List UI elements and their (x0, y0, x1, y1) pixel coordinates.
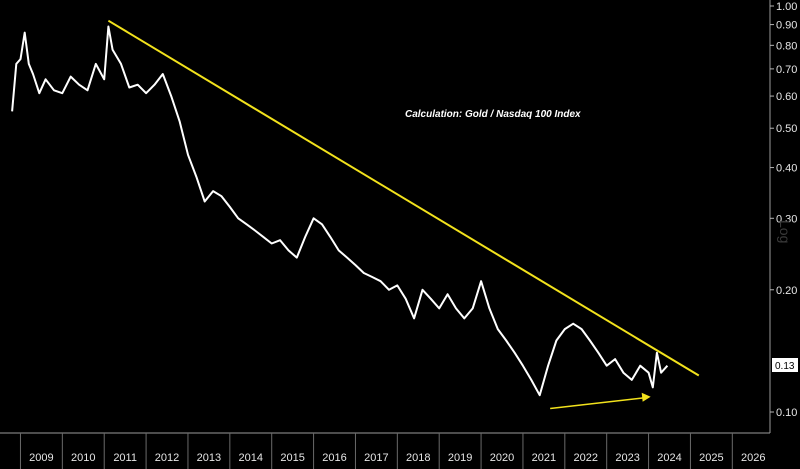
y-tick-label: 0.40 (776, 163, 797, 175)
x-tick-label: 2018 (406, 452, 430, 464)
x-tick-label: 2020 (490, 452, 514, 464)
x-tick-label: 2011 (113, 452, 137, 464)
x-tick-label: 2009 (29, 452, 53, 464)
y-tick-label: 0.30 (776, 213, 797, 225)
x-tick-label: 2019 (448, 452, 472, 464)
x-tick-label: 2024 (657, 452, 681, 464)
series-layer (11, 25, 669, 397)
arrow-shaft (550, 397, 645, 410)
x-tick-label: 2026 (741, 452, 765, 464)
last-value-badge: 0.13 (772, 358, 798, 372)
x-tick-label: 2015 (280, 452, 304, 464)
x-tick-label: 2013 (197, 452, 221, 464)
x-tick-label: 2021 (532, 452, 556, 464)
trendline (107, 19, 700, 377)
y-tick-label: 0.90 (776, 20, 797, 32)
axis-layer (0, 0, 771, 434)
last-value-text: 0.13 (775, 361, 795, 372)
y-tick-label: 0.10 (776, 407, 797, 419)
x-tick-label: 2012 (155, 452, 179, 464)
y-tick-layer: 1.00 0.90 0.80 0.70 0.60 0.50 0.40 0.30 0.20 0.10 (770, 1, 797, 419)
log-scale-label: Log (777, 220, 793, 243)
series-line-gold-nasdaq (11, 25, 669, 397)
x-tick-label: 2014 (239, 452, 263, 464)
last-value-box (772, 358, 798, 372)
trendline-layer (107, 19, 700, 377)
x-tick-label: 2023 (615, 452, 639, 464)
x-tick-layer: 2009 2010 2011 2012 2013 2014 2015 2016 2017 2018… (19, 433, 765, 469)
y-tick-label: 0.50 (776, 123, 797, 135)
x-tick-label: 2022 (574, 452, 598, 464)
x-tick-label: 2017 (364, 452, 388, 464)
x-tick-label: 2025 (699, 452, 723, 464)
y-tick-label: 0.70 (776, 64, 797, 76)
y-tick-label: 0.60 (776, 91, 797, 103)
annotation-text: Calculation: Gold / Nasdaq 100 Index (405, 109, 581, 120)
y-tick-label: 1.00 (776, 1, 797, 13)
y-tick-label: 0.20 (776, 285, 797, 297)
arrow-head (641, 392, 651, 402)
x-tick-label: 2010 (71, 452, 95, 464)
arrow-layer (550, 392, 651, 410)
x-tick-label: 2016 (322, 452, 346, 464)
y-tick-label: 0.80 (776, 40, 797, 52)
